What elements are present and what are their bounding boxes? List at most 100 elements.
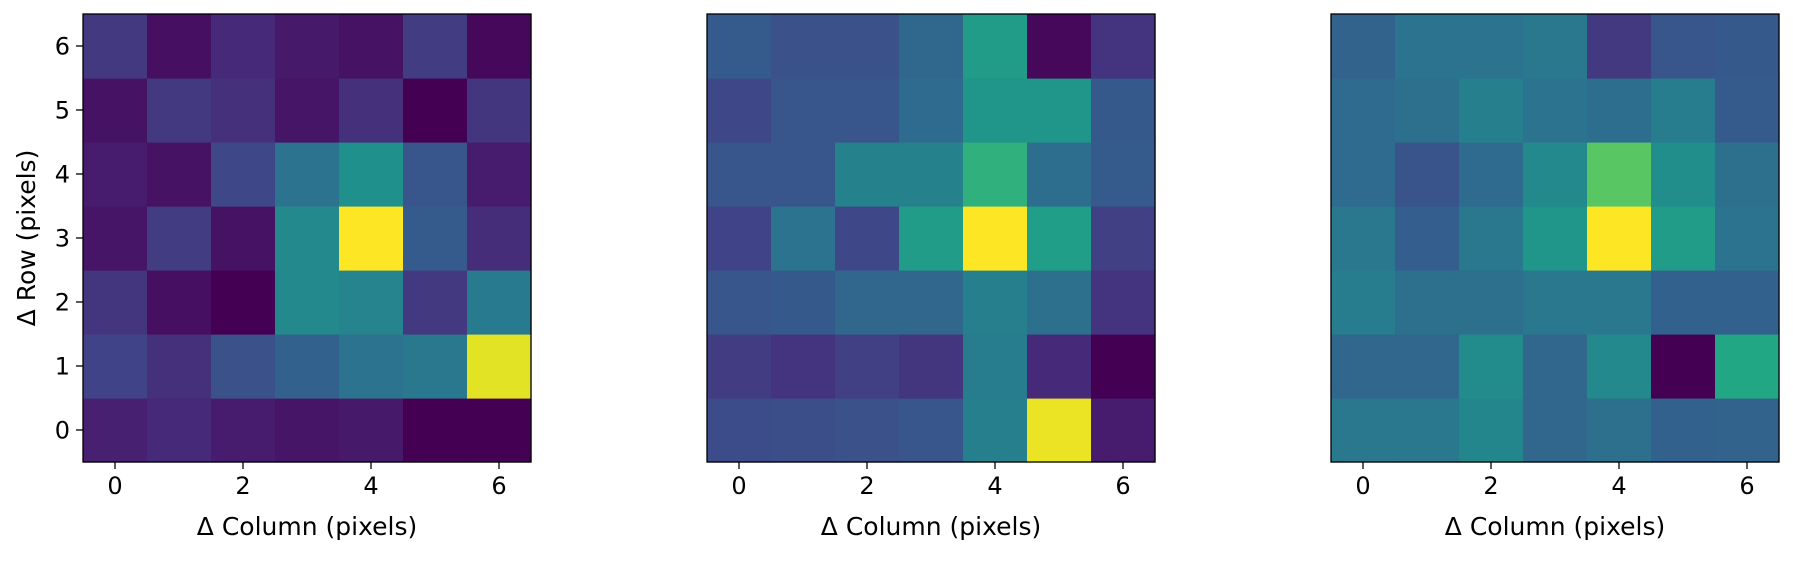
heatmap-cell-r5-c2 (835, 78, 900, 143)
heatmap-cell-r3-c5 (1651, 206, 1716, 271)
heatmap-cell-r6-c0 (707, 14, 772, 79)
heatmap-cell-r6-c4 (1587, 14, 1652, 79)
heatmap-cell-r6-c4 (339, 14, 404, 79)
heatmap-cell-r0-c2 (211, 398, 276, 463)
heatmap-cell-r3-c6 (1715, 206, 1780, 271)
heatmap-cell-r1-c1 (1395, 334, 1460, 399)
x-tick-label: 2 (859, 472, 874, 500)
x-axis-label: Δ Column (pixels) (1445, 512, 1665, 541)
heatmap-cell-r0-c3 (1523, 398, 1588, 463)
heatmap-cell-r2-c2 (1459, 270, 1524, 335)
heatmap-cell-r4-c5 (1651, 142, 1716, 207)
heatmap-cell-r5-c3 (1523, 78, 1588, 143)
x-axis-label: Δ Column (pixels) (821, 512, 1041, 541)
heatmap-cell-r6-c1 (147, 14, 212, 79)
heatmap-cell-r2-c0 (1331, 270, 1396, 335)
heatmap-cell-r6-c3 (275, 14, 340, 79)
heatmap-cell-r1-c0 (83, 334, 148, 399)
heatmap-cell-r0-c1 (771, 398, 836, 463)
heatmap-cell-r6-c6 (1091, 14, 1156, 79)
heatmap-cell-r6-c5 (1651, 14, 1716, 79)
heatmap-cell-r2-c2 (211, 270, 276, 335)
heatmap-cell-r1-c6 (467, 334, 532, 399)
x-tick-label: 0 (107, 472, 122, 500)
heatmap-cell-r5-c5 (1651, 78, 1716, 143)
heatmap-cell-r3-c5 (1027, 206, 1092, 271)
heatmap-cell-r0-c2 (835, 398, 900, 463)
heatmap-cell-r4-c6 (1715, 142, 1780, 207)
heatmap-cell-r1-c5 (403, 334, 468, 399)
heatmap-cell-r0-c0 (83, 398, 148, 463)
heatmap-cell-r5-c0 (707, 78, 772, 143)
heatmap-cell-r1-c0 (1331, 334, 1396, 399)
heatmap-cell-r6-c2 (211, 14, 276, 79)
heatmap-cell-r5-c1 (147, 78, 212, 143)
heatmap-cell-r6-c2 (835, 14, 900, 79)
heatmap-cell-r4-c1 (147, 142, 212, 207)
heatmap-cell-r6-c6 (1715, 14, 1780, 79)
heatmap-cell-r4-c1 (1395, 142, 1460, 207)
heatmap-cell-r2-c3 (1523, 270, 1588, 335)
x-axis-label: Δ Column (pixels) (197, 512, 417, 541)
heatmap-cell-r6-c4 (963, 14, 1028, 79)
heatmap-cell-r0-c5 (1027, 398, 1092, 463)
heatmap-cell-r0-c0 (1331, 398, 1396, 463)
heatmap-cell-r5-c0 (1331, 78, 1396, 143)
heatmap-cell-r3-c1 (147, 206, 212, 271)
heatmap-cell-r2-c0 (707, 270, 772, 335)
heatmap-cell-r4-c4 (1587, 142, 1652, 207)
heatmap-cell-r5-c4 (1587, 78, 1652, 143)
heatmap-cell-r1-c2 (1459, 334, 1524, 399)
heatmap-cell-r2-c2 (835, 270, 900, 335)
heatmap-cell-r1-c3 (899, 334, 964, 399)
heatmap-cell-r0-c4 (1587, 398, 1652, 463)
heatmap-cell-r1-c2 (835, 334, 900, 399)
heatmap-cell-r3-c3 (899, 206, 964, 271)
heatmap-cell-r5-c5 (1027, 78, 1092, 143)
y-tick-label: 5 (55, 97, 70, 125)
heatmap-cell-r0-c1 (1395, 398, 1460, 463)
y-tick-label: 2 (55, 289, 70, 317)
heatmap-cell-r5-c1 (1395, 78, 1460, 143)
heatmap-panel-3: 0 2 4 6 Δ Column (pixels) (1330, 13, 1780, 541)
heatmap-cell-r6-c1 (771, 14, 836, 79)
heatmap-cell-r5-c3 (275, 78, 340, 143)
x-tick-label: 6 (1739, 472, 1754, 500)
heatmap-cell-r4-c5 (403, 142, 468, 207)
heatmap-cell-r3-c0 (707, 206, 772, 271)
heatmap-cell-r1-c5 (1651, 334, 1716, 399)
heatmap-cell-r4-c4 (963, 142, 1028, 207)
heatmap-cell-r4-c0 (1331, 142, 1396, 207)
heatmap-cell-r0-c6 (1715, 398, 1780, 463)
heatmap-cell-r4-c0 (707, 142, 772, 207)
axes-frame (1330, 13, 1780, 463)
heatmap-cell-r6-c0 (83, 14, 148, 79)
heatmap-cell-r0-c4 (339, 398, 404, 463)
heatmap-cell-r2-c3 (275, 270, 340, 335)
heatmap-cell-r1-c3 (1523, 334, 1588, 399)
heatmap-cell-r5-c6 (467, 78, 532, 143)
heatmap-cell-r2-c1 (1395, 270, 1460, 335)
heatmap-cell-r4-c6 (1091, 142, 1156, 207)
heatmap-cell-r3-c3 (1523, 206, 1588, 271)
heatmap-cell-r5-c6 (1091, 78, 1156, 143)
x-tick-label: 4 (1611, 472, 1626, 500)
heatmap-cell-r2-c1 (147, 270, 212, 335)
heatmap-cell-r4-c2 (835, 142, 900, 207)
x-tick-label: 2 (235, 472, 250, 500)
heatmap-cell-r0-c5 (403, 398, 468, 463)
axes-frame (706, 13, 1156, 463)
heatmap-cell-r5-c3 (899, 78, 964, 143)
heatmap-panel-2: 0 2 4 6 Δ Column (pixels) (706, 13, 1156, 541)
heatmap-cell-r0-c0 (707, 398, 772, 463)
heatmap-cell-r3-c5 (403, 206, 468, 271)
heatmap-cell-r6-c1 (1395, 14, 1460, 79)
y-tick-label: 0 (55, 417, 70, 445)
heatmap-cell-r6-c0 (1331, 14, 1396, 79)
heatmap-cell-r3-c6 (467, 206, 532, 271)
heatmap-cell-r3-c0 (83, 206, 148, 271)
heatmap-cell-r5-c6 (1715, 78, 1780, 143)
heatmap-cell-r2-c3 (899, 270, 964, 335)
x-tick-label: 2 (1483, 472, 1498, 500)
heatmap-cell-r6-c2 (1459, 14, 1524, 79)
